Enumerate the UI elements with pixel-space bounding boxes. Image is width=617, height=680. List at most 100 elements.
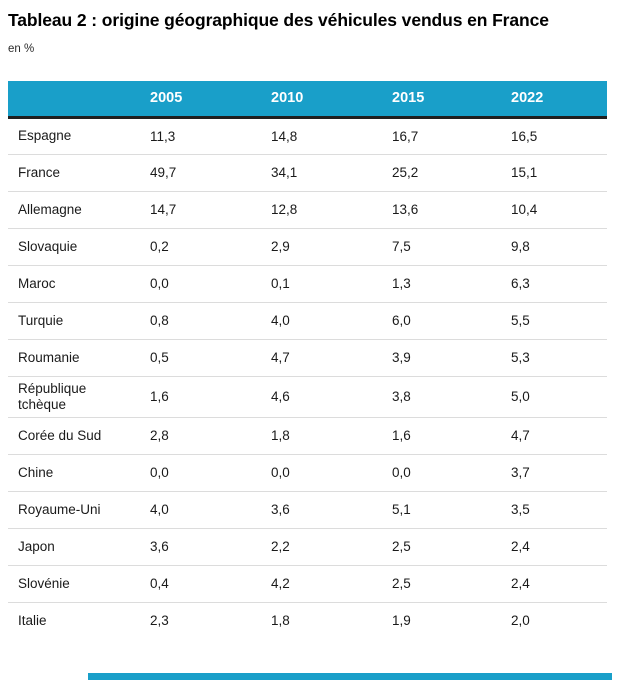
row-label: Turquie: [18, 312, 64, 328]
value-cell: 12,8: [271, 190, 392, 228]
row-label: Chine: [18, 464, 54, 480]
row-label-cell: Royaume-Uni: [8, 490, 150, 528]
value-cell: 0,1: [271, 264, 392, 302]
value-cell: 4,2: [271, 564, 392, 602]
year-column-header: 2015: [392, 81, 511, 119]
row-label-cell: France: [8, 153, 150, 191]
table-row: Espagne 11,3 14,8 16,7 16,5: [8, 117, 607, 154]
data-table: 2005 2010 2015 2022 Espagne 11,3 14,8 16,7 16,5…: [8, 81, 607, 639]
value-cell: 5,5: [511, 301, 607, 339]
table-row: Allemagne 14,7 12,8 13,6 10,4: [8, 190, 607, 228]
value-cell: 49,7: [150, 153, 271, 191]
row-label-cell: Allemagne: [8, 190, 150, 228]
row-label: Allemagne: [18, 201, 82, 217]
year-column-header: 2005: [150, 81, 271, 119]
next-table-header-partial: [88, 673, 612, 680]
value-cell: 0,0: [271, 453, 392, 491]
value-cell: 13,6: [392, 190, 511, 228]
value-cell: 2,2: [271, 527, 392, 565]
value-cell: 4,0: [271, 301, 392, 339]
row-label: Japon: [18, 538, 55, 554]
value-cell: 15,1: [511, 153, 607, 191]
row-label: Maroc: [18, 275, 56, 291]
value-cell: 3,6: [271, 490, 392, 528]
value-cell: 2,3: [150, 601, 271, 639]
value-cell: 1,8: [271, 416, 392, 454]
table-row: Corée du Sud 2,8 1,8 1,6 4,7: [8, 416, 607, 454]
row-label-cell: République tchèque: [8, 375, 150, 417]
row-label: Corée du Sud: [18, 427, 102, 443]
value-cell: 2,5: [392, 564, 511, 602]
value-cell: 0,0: [150, 264, 271, 302]
value-cell: 2,5: [392, 527, 511, 565]
value-cell: 2,0: [511, 601, 607, 639]
value-cell: 11,3: [150, 128, 176, 144]
value-cell: 2,4: [511, 527, 607, 565]
table-unit-label: en %: [8, 43, 35, 55]
value-cell: 0,8: [150, 301, 271, 339]
value-cell: 3,7: [511, 453, 607, 491]
value-cell: 3,9: [392, 338, 511, 376]
row-label-cell: Slovénie: [8, 564, 150, 602]
table-row: Turquie 0,8 4,0 6,0 5,5: [8, 301, 607, 339]
table-row: Italie 2,3 1,8 1,9 2,0: [8, 601, 607, 639]
table-title: Tableau 2 : origine géographique des véh…: [8, 10, 549, 30]
value-cell: 1,6: [392, 416, 511, 454]
label-column-header: [8, 81, 150, 119]
row-label-cell: Corée du Sud: [8, 416, 150, 454]
value-cell: 4,7: [511, 416, 607, 454]
value-cell: 3,5: [511, 490, 607, 528]
table-row: France 49,7 34,1 25,2 15,1: [8, 153, 607, 191]
value-cell: 3,6: [150, 527, 271, 565]
value-cell: 2,8: [150, 416, 271, 454]
row-label: Espagne: [18, 128, 72, 143]
value-cell: 5,3: [511, 338, 607, 376]
value-cell: 2,9: [271, 227, 392, 265]
value-cell: 0,0: [392, 453, 511, 491]
value-cell: 14,7: [150, 190, 271, 228]
row-label: Roumanie: [18, 349, 80, 365]
row-label: Slovénie: [18, 575, 70, 591]
value-cell: 0,2: [150, 227, 271, 265]
table-figure: Tableau 2 : origine géographique des véh…: [8, 10, 607, 639]
row-label: Italie: [18, 612, 47, 628]
value-cell: 0,5: [150, 338, 271, 376]
year-column-header: 2022: [511, 81, 607, 119]
row-label-cell: Italie: [8, 601, 150, 639]
table-body: Espagne 11,3 14,8 16,7 16,5 France 49,7 34,1 25,…: [8, 117, 607, 639]
table-row: Japon 3,6 2,2 2,5 2,4: [8, 527, 607, 565]
row-label: Slovaquie: [18, 238, 78, 254]
value-cell: 7,5: [392, 227, 511, 265]
table-row: Maroc 0,0 0,1 1,3 6,3: [8, 264, 607, 302]
value-cell: 25,2: [392, 153, 511, 191]
value-cell: 14,8: [271, 128, 298, 144]
table-row: Royaume-Uni 4,0 3,6 5,1 3,5: [8, 490, 607, 528]
table-row: Roumanie 0,5 4,7 3,9 5,3: [8, 338, 607, 376]
value-cell: 0,4: [150, 564, 271, 602]
row-label-cell: Roumanie: [8, 338, 150, 376]
table-row: Slovénie 0,4 4,2 2,5 2,4: [8, 564, 607, 602]
value-cell: 34,1: [271, 153, 392, 191]
table-row: Slovaquie 0,2 2,9 7,5 9,8: [8, 227, 607, 265]
value-cell: 6,3: [511, 264, 607, 302]
value-cell: 4,6: [271, 375, 392, 417]
row-label-cell: Turquie: [8, 301, 150, 339]
row-label-cell: Espagne: [8, 117, 150, 154]
table-header: 2005 2010 2015 2022: [8, 81, 607, 119]
value-cell: 10,4: [511, 190, 607, 228]
value-cell: 3,8: [392, 375, 511, 417]
value-cell: 2,4: [511, 564, 607, 602]
value-cell: 16,7: [392, 128, 419, 144]
table-header-row: 2005 2010 2015 2022: [8, 81, 607, 119]
value-cell: 16,5: [511, 128, 538, 144]
value-cell: 4,7: [271, 338, 392, 376]
value-cell: 0,0: [150, 453, 271, 491]
row-label-cell: Slovaquie: [8, 227, 150, 265]
row-label-cell: Japon: [8, 527, 150, 565]
value-cell: 5,1: [392, 490, 511, 528]
value-cell: 9,8: [511, 227, 607, 265]
row-label: France: [18, 164, 61, 180]
table-row: République tchèque 1,6 4,6 3,8 5,0: [8, 375, 607, 417]
table-row: Chine 0,0 0,0 0,0 3,7: [8, 453, 607, 491]
row-label-cell: Chine: [8, 453, 150, 491]
